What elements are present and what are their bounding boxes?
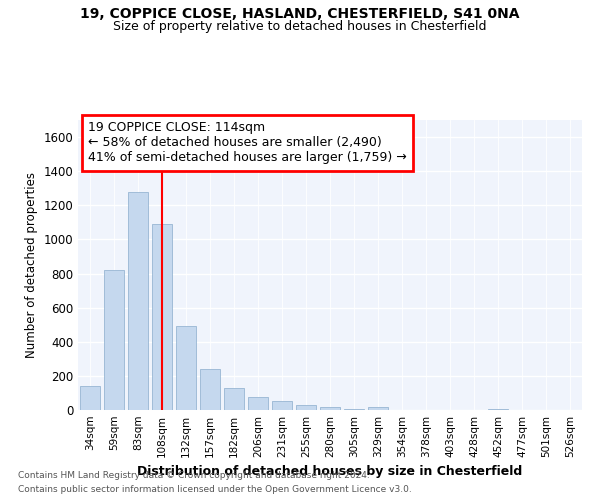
Bar <box>272 402 292 410</box>
Text: 19, COPPICE CLOSE, HASLAND, CHESTERFIELD, S41 0NA: 19, COPPICE CLOSE, HASLAND, CHESTERFIELD… <box>80 8 520 22</box>
Bar <box>152 224 172 410</box>
Text: Contains HM Land Registry data © Crown copyright and database right 2024.: Contains HM Land Registry data © Crown c… <box>18 471 370 480</box>
Text: Size of property relative to detached houses in Chesterfield: Size of property relative to detached ho… <box>113 20 487 33</box>
Bar <box>344 409 364 410</box>
Bar <box>248 397 268 410</box>
Bar <box>176 326 196 410</box>
Bar <box>224 388 244 410</box>
Y-axis label: Number of detached properties: Number of detached properties <box>25 172 38 358</box>
Bar <box>80 386 100 410</box>
X-axis label: Distribution of detached houses by size in Chesterfield: Distribution of detached houses by size … <box>137 466 523 478</box>
Bar <box>200 369 220 410</box>
Bar <box>320 406 340 410</box>
Bar <box>368 408 388 410</box>
Text: Contains public sector information licensed under the Open Government Licence v3: Contains public sector information licen… <box>18 485 412 494</box>
Text: 19 COPPICE CLOSE: 114sqm
← 58% of detached houses are smaller (2,490)
41% of sem: 19 COPPICE CLOSE: 114sqm ← 58% of detach… <box>88 122 407 164</box>
Bar <box>128 192 148 410</box>
Bar <box>488 409 508 410</box>
Bar <box>296 405 316 410</box>
Bar <box>104 270 124 410</box>
